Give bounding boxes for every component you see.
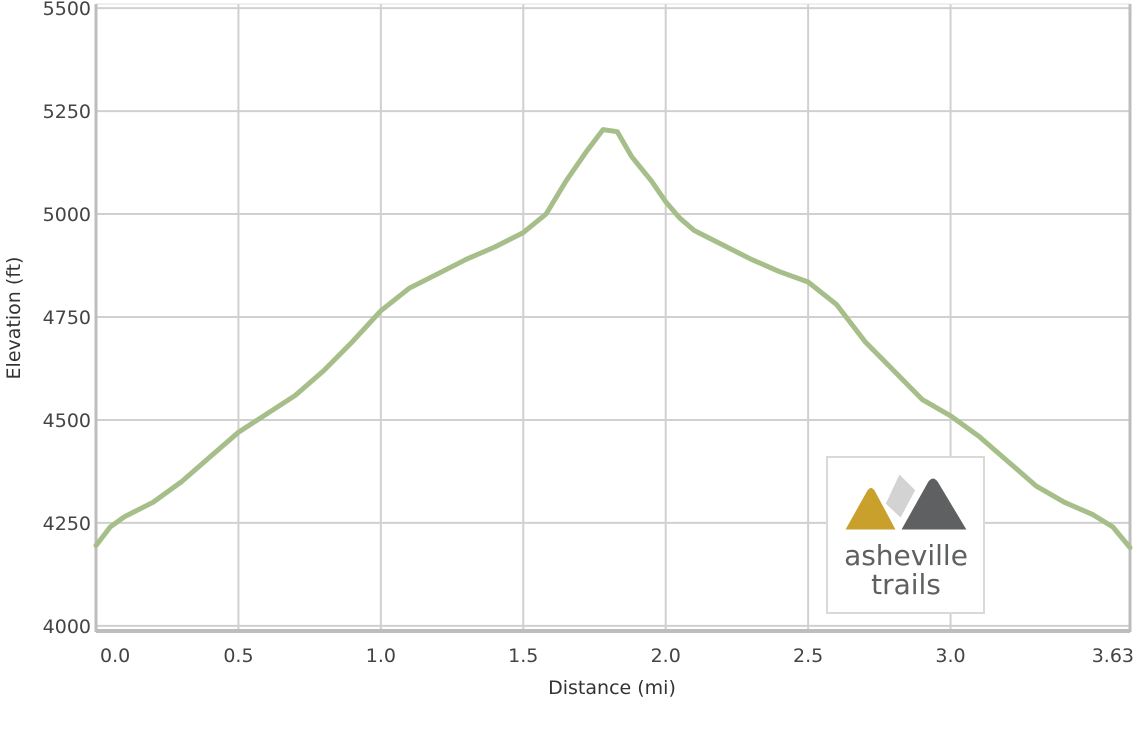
y-tick-label: 4000	[43, 616, 91, 638]
y-tick-label: 5500	[43, 0, 91, 20]
plot-frame	[94, 3, 1132, 633]
x-tick-label: 0.5	[223, 645, 253, 667]
y-axis-ticks: 4000 4250 4500 4750 5000 5250 5500	[43, 0, 91, 638]
logo-dark-mountain-icon	[897, 475, 971, 533]
y-tick-label: 4250	[43, 513, 91, 535]
logo-gold-mountain-icon	[841, 485, 900, 533]
y-tick-label: 5000	[43, 204, 91, 226]
x-tick-label: 1.0	[366, 645, 396, 667]
x-tick-label: 3.63	[1092, 645, 1134, 667]
logo-text-line1: asheville	[844, 539, 968, 572]
series-layer	[93, 127, 1133, 551]
x-tick-label: 2.5	[793, 645, 823, 667]
y-tick-label: 4750	[43, 307, 91, 329]
x-tick-label: 1.5	[508, 645, 538, 667]
elevation-series-line	[93, 127, 1133, 551]
x-axis-title: Distance (mi)	[548, 677, 676, 699]
x-axis-ticks: 0.0 0.5 1.0 1.5 2.0 2.5 3.0 3.63	[100, 645, 1134, 667]
x-tick-label: 2.0	[651, 645, 681, 667]
logo-light-mountain-icon	[882, 470, 919, 522]
y-tick-label: 4500	[43, 410, 91, 432]
x-tick-label: 3.0	[935, 645, 965, 667]
logo-text-line2: trails	[871, 568, 941, 601]
y-tick-label: 5250	[43, 101, 91, 123]
y-axis-title: Elevation (ft)	[3, 257, 25, 380]
asheville-trails-logo: asheville trails	[826, 456, 985, 614]
x-tick-label: 0.0	[100, 645, 130, 667]
